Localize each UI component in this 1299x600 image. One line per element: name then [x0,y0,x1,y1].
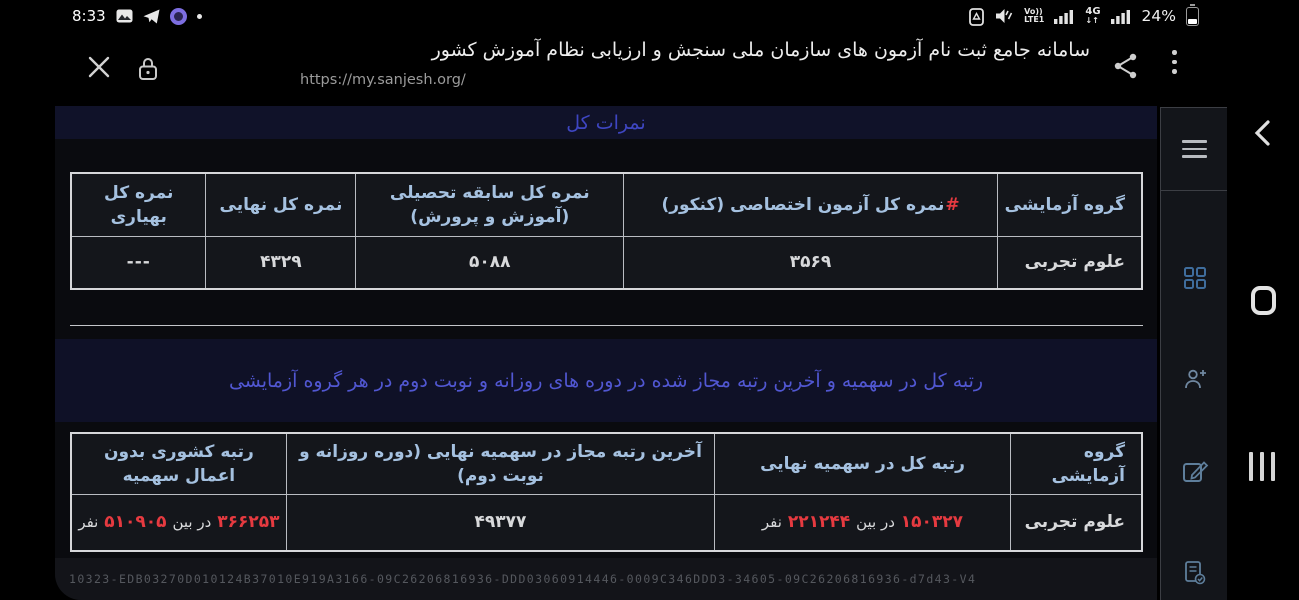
back-icon [1254,120,1270,146]
total-scores-table: گروه آزمایشی #نمره کل آزمون اختصاصی (کنک… [70,172,1143,290]
td-rank-in-quota: ۱۵۰۳۲۷ در بین ۲۲۱۲۴۴ نفر [714,493,1011,552]
section-ranks-header: رتبه کل در سهمیه و آخرین رتبه مجاز شده د… [55,339,1157,422]
volte-indicator: Vo)) LTE1 [1024,7,1045,24]
section1-title: نمرات کل [566,111,646,134]
document-check-icon [1184,561,1205,585]
td-konkur-score: ۳۵۶۹ [623,235,998,290]
td-group: علوم تجربی [1009,493,1143,552]
th-national-rank: رتبه کشوری بدون اعمال سهمیه [70,432,287,495]
add-user-button[interactable] [1161,366,1228,392]
th-konkur-score: #نمره کل آزمون اختصاصی (کنکور) [623,172,998,237]
td-last-allowed-rank: ۴۹۳۷۷ [285,493,716,552]
app-badge-icon [169,7,187,25]
table-header-row: گروه آزمایشی #نمره کل آزمون اختصاصی (کنک… [70,172,1143,237]
th-group: گروه آزمایشی [996,172,1143,237]
table-row: علوم تجربی ۳۵۶۹ ۵۰۸۸ ۴۳۲۹ --- [70,235,1143,290]
battery-icon [1186,3,1199,26]
ranks-table: گروه آزمایشی رتبه کل در سهمیه نهایی آخری… [70,432,1143,552]
dashboard-button[interactable] [1161,266,1228,290]
mute-icon [996,9,1013,23]
close-icon[interactable] [86,54,112,83]
section2-title: رتبه کل در سهمیه و آخرین رتبه مجاز شده د… [228,369,984,392]
grid-icon [1183,267,1206,289]
kebab-menu-icon[interactable] [1172,50,1177,74]
lock-icon[interactable] [138,56,158,85]
document-check-button[interactable] [1161,560,1228,586]
th-final-score: نمره کل نهایی [205,172,357,237]
clock: 8:33 [72,7,106,25]
td-nursing-score: --- [70,235,207,290]
person-add-icon [1184,369,1206,389]
page-title: سامانه جامع ثبت نام آزمون های سازمان ملی… [431,39,1090,61]
td-record-score: ۵۰۸۸ [355,235,625,290]
td-group: علوم تجربی [996,235,1143,290]
verification-hash: 10323-EDB03270D010124B37010E919A3166-09C… [69,572,977,586]
web-content: نمرات کل گروه آزمایشی #نمره کل آزمون اخت… [55,106,1157,600]
back-button[interactable] [1250,118,1276,151]
status-left: 8:33 [72,7,202,25]
th-rank-in-quota: رتبه کل در سهمیه نهایی [714,432,1011,495]
table-row: علوم تجربی ۱۵۰۳۲۷ در بین ۲۲۱۲۴۴ نفر ۴۹۳۷… [70,493,1143,552]
share-icon[interactable] [1112,52,1140,83]
side-panel [1160,107,1227,600]
td-national-rank: ۳۶۶۲۵۳ در بین ۵۱۰۹۰۵ نفر [70,493,287,552]
section-total-scores-header: نمرات کل [55,106,1157,139]
page-url: https://my.sanjesh.org/ [300,72,466,88]
signal-bars-icon [1110,9,1130,24]
divider [70,325,1143,326]
hamburger-menu-button[interactable] [1161,108,1227,191]
url-bar[interactable]: سامانه جامع ثبت نام آزمون های سازمان ملی… [300,36,1090,92]
compose-icon [1182,461,1208,482]
status-right: Vo)) LTE1 4G ↓↑ 24% [969,3,1199,26]
th-last-allowed-rank: آخرین رتبه مجاز در سهمیه نهایی (دوره روز… [285,432,716,495]
battery-percent: 24% [1141,7,1176,25]
recents-button[interactable] [1249,452,1275,481]
th-record-score: نمره کل سابقه تحصیلی (آموزش و پرورش) [355,172,625,237]
signal-bars-icon [1054,9,1074,24]
hamburger-icon [1181,140,1207,158]
browser-toolbar: سامانه جامع ثبت نام آزمون های سازمان ملی… [0,30,1299,106]
page-footer: 10323-EDB03270D010124B37010E919A3166-09C… [55,558,1157,600]
telegram-icon [143,9,160,23]
table-header-row: گروه آزمایشی رتبه کل در سهمیه نهایی آخری… [70,432,1143,495]
compose-button[interactable] [1161,458,1228,486]
notification-dot-icon [196,13,202,19]
gallery-icon [116,9,133,23]
home-button[interactable] [1251,286,1276,315]
status-bar: 8:33 Vo)) LTE1 [0,0,1299,30]
th-nursing-score: نمره کل بهیاری [70,172,207,237]
device-care-icon [969,7,985,26]
td-final-score: ۴۳۲۹ [205,235,357,290]
th-group: گروه آزمایشی [1009,432,1143,495]
4g-indicator: 4G ↓↑ [1085,6,1101,25]
